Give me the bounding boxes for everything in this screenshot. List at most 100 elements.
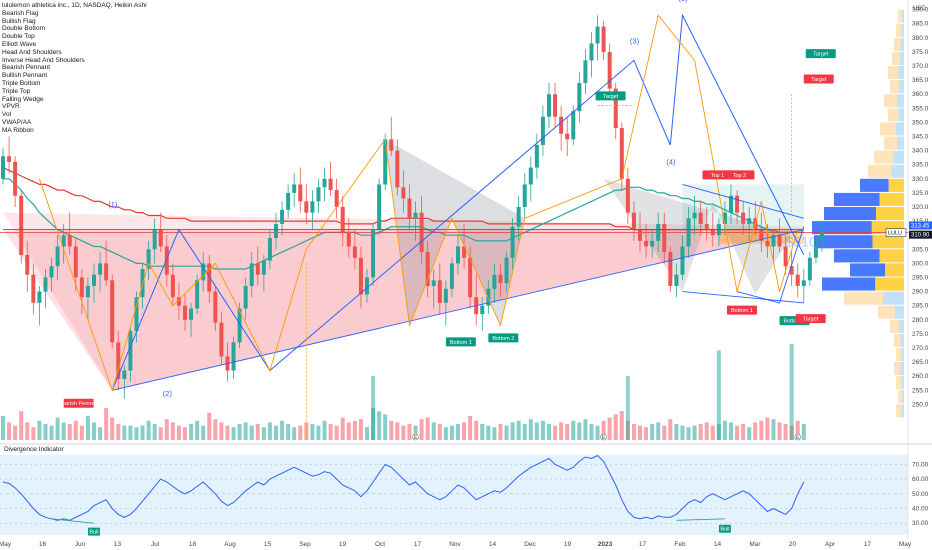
volume-bar [704,422,709,440]
target-label-4-bg [795,314,826,324]
volume-bar [249,425,254,440]
candle-body [243,285,248,309]
candle-body [261,260,266,275]
legend-item[interactable]: Inverse Head And Shoulders [2,56,85,64]
x-tick: 17 [864,541,872,548]
target-label-2: Target [813,52,829,58]
volume-bar [401,425,406,440]
target-label-4: Target [803,317,819,323]
volume-bar [201,425,206,440]
candle-body [510,226,515,258]
bottom2-label-a: Bottom 2 [492,336,514,342]
x-tick: Apr [825,541,836,548]
volume-bar [553,425,558,440]
x-tick: May [899,541,912,548]
x-tick: Oct [375,541,385,548]
candle-body [280,209,285,224]
volume-bar [504,425,509,440]
legend-item[interactable]: Falling Wedge [2,95,44,103]
volume-bar [783,424,788,440]
legend-item[interactable]: Elliott Wave [2,40,37,48]
vpvr-bar [901,404,904,418]
volume-bar [195,420,200,440]
candle-body [462,246,467,258]
candle-body [565,133,570,140]
legend-item[interactable]: VWAP/AA [2,118,32,126]
legend-item[interactable]: VPVR [2,103,20,111]
candle-body [201,263,206,281]
volume-bar [152,424,157,440]
candle-body [456,246,460,264]
legend-item[interactable]: Vol [2,111,12,119]
candle-body [316,187,321,202]
price-tick: 260.0 [912,373,929,380]
volume-bar [116,424,121,440]
volume-bar [261,427,266,440]
volume-bar [492,427,497,440]
vpvr-bar [844,291,883,305]
triangle-lower [682,291,804,304]
volume-bar [425,417,430,440]
top2-label: Top 2 [733,173,746,179]
candle-body [619,128,624,179]
symbol-tag: LULU [888,231,902,237]
volume-bar [777,422,782,440]
volume-bar [189,424,194,440]
legend-item[interactable]: Bearish Pennant [2,64,51,72]
candle-body [698,212,703,224]
legend-item[interactable]: Bullish Pennant [2,72,48,80]
vpvr-bar [879,249,904,263]
legend-item[interactable]: Double Top [2,33,35,41]
candle-body [449,263,454,289]
vpvr-bar [878,305,895,319]
vpvr-bar [900,333,904,347]
chart-title: lululemon athletica inc., 1D, NASDAQ, He… [2,2,150,9]
earnings-marker-bg [600,433,607,441]
price-badge: 310.90 [911,233,930,239]
legend-item[interactable]: Double Bottom [2,25,45,33]
volume-bar [274,425,278,440]
vpvr-bar [888,108,899,122]
price-tick: 350.0 [912,119,929,126]
candle-body [183,305,187,320]
x-tick: Jul [151,541,160,548]
volume-bar [146,420,151,440]
volume-bar [61,422,66,440]
volume-bar [540,420,545,440]
legend-item[interactable]: Bearish Flag [2,9,39,17]
vpvr-bar [822,277,876,291]
legend-item[interactable]: MA Ribbon [2,126,34,134]
candle-body [650,240,655,247]
vpvr-bar [900,362,904,376]
legend-item[interactable]: Head And Shoulders [2,48,62,56]
candle-body [486,288,491,306]
volume-bar [486,425,491,440]
volume-bar [534,422,539,440]
volume-spike [625,376,630,440]
price-tick: 345.0 [912,134,929,141]
candle-body [820,232,824,241]
symbol-tag-bg [885,228,907,237]
bull-label: Bull [720,527,729,533]
price-tick: 385.0 [912,21,929,28]
volume-bar [710,425,715,440]
candle-body [389,139,394,151]
legend-item[interactable]: Bullish Flag [2,17,36,25]
volume-bar [1,416,5,440]
vpvr-bar [898,66,904,80]
price-tick: 280.0 [912,317,929,324]
legend-item[interactable]: Triple Bottom [2,79,41,87]
legend-item[interactable]: Triple Top [2,87,31,95]
volume-bar [498,424,503,440]
candle-body [92,274,96,286]
vpvr-bar [875,277,904,291]
volume-bar [7,422,12,440]
candle-body [298,184,303,202]
triangle-upper [682,183,804,219]
candle-body [644,240,649,247]
vpvr-bar [879,192,904,206]
volume-bar [358,419,363,440]
vpvr-bar [899,319,904,333]
vpvr-bar [812,221,872,235]
